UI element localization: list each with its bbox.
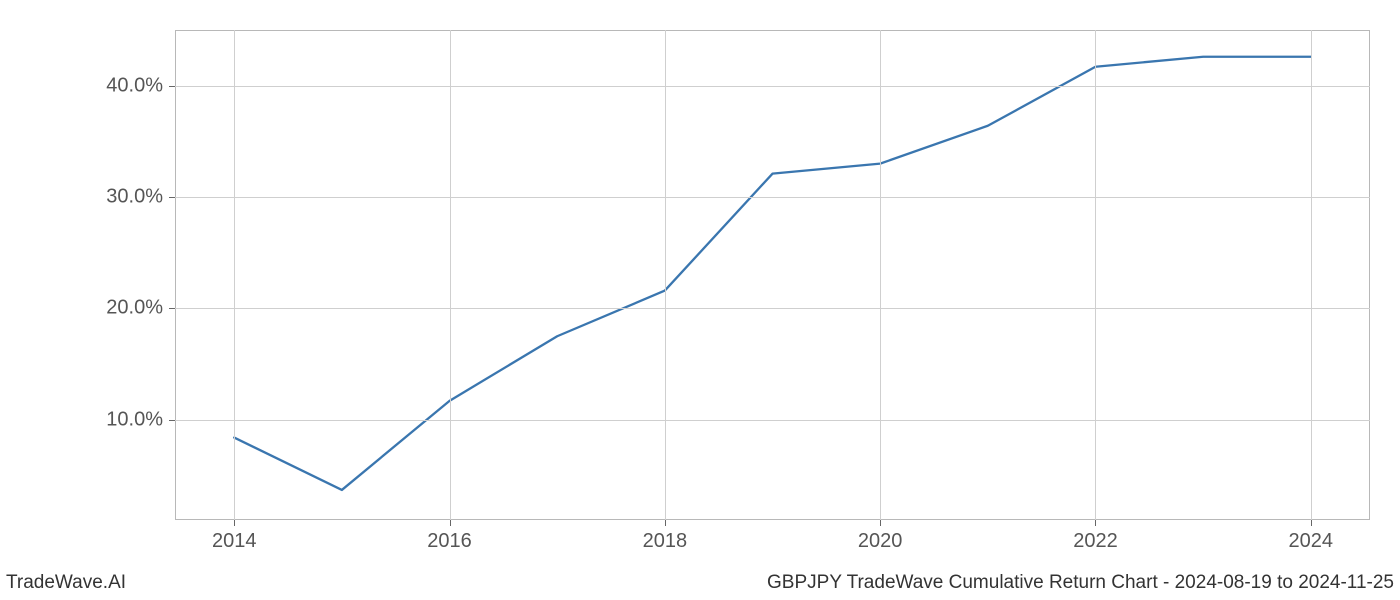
y-tick-mark bbox=[169, 308, 175, 309]
footer-left-text: TradeWave.AI bbox=[6, 572, 126, 594]
x-tick-label: 2018 bbox=[643, 530, 688, 553]
grid-line-horizontal bbox=[175, 86, 1370, 87]
y-tick-mark bbox=[169, 86, 175, 87]
x-tick-label: 2022 bbox=[1073, 530, 1118, 553]
chart-container: TradeWave.AI GBPJPY TradeWave Cumulative… bbox=[0, 0, 1400, 600]
series-line bbox=[234, 57, 1311, 490]
y-tick-mark bbox=[169, 420, 175, 421]
grid-line-vertical bbox=[234, 30, 235, 520]
grid-line-vertical bbox=[880, 30, 881, 520]
grid-line-horizontal bbox=[175, 308, 1370, 309]
x-tick-mark bbox=[665, 520, 666, 526]
x-tick-mark bbox=[234, 520, 235, 526]
y-tick-label: 20.0% bbox=[106, 297, 163, 320]
grid-line-horizontal bbox=[175, 197, 1370, 198]
y-tick-mark bbox=[169, 197, 175, 198]
x-tick-mark bbox=[880, 520, 881, 526]
x-tick-mark bbox=[1095, 520, 1096, 526]
y-tick-label: 40.0% bbox=[106, 74, 163, 97]
line-chart-svg bbox=[175, 30, 1370, 520]
grid-line-vertical bbox=[450, 30, 451, 520]
plot-area bbox=[175, 30, 1370, 520]
y-tick-label: 10.0% bbox=[106, 408, 163, 431]
grid-line-vertical bbox=[1095, 30, 1096, 520]
x-tick-label: 2016 bbox=[427, 530, 472, 553]
x-tick-mark bbox=[1311, 520, 1312, 526]
grid-line-horizontal bbox=[175, 420, 1370, 421]
x-tick-mark bbox=[450, 520, 451, 526]
x-tick-label: 2020 bbox=[858, 530, 903, 553]
x-tick-label: 2024 bbox=[1289, 530, 1334, 553]
grid-line-vertical bbox=[665, 30, 666, 520]
grid-line-vertical bbox=[1311, 30, 1312, 520]
x-tick-label: 2014 bbox=[212, 530, 257, 553]
y-tick-label: 30.0% bbox=[106, 186, 163, 209]
footer-right-text: GBPJPY TradeWave Cumulative Return Chart… bbox=[767, 572, 1394, 594]
